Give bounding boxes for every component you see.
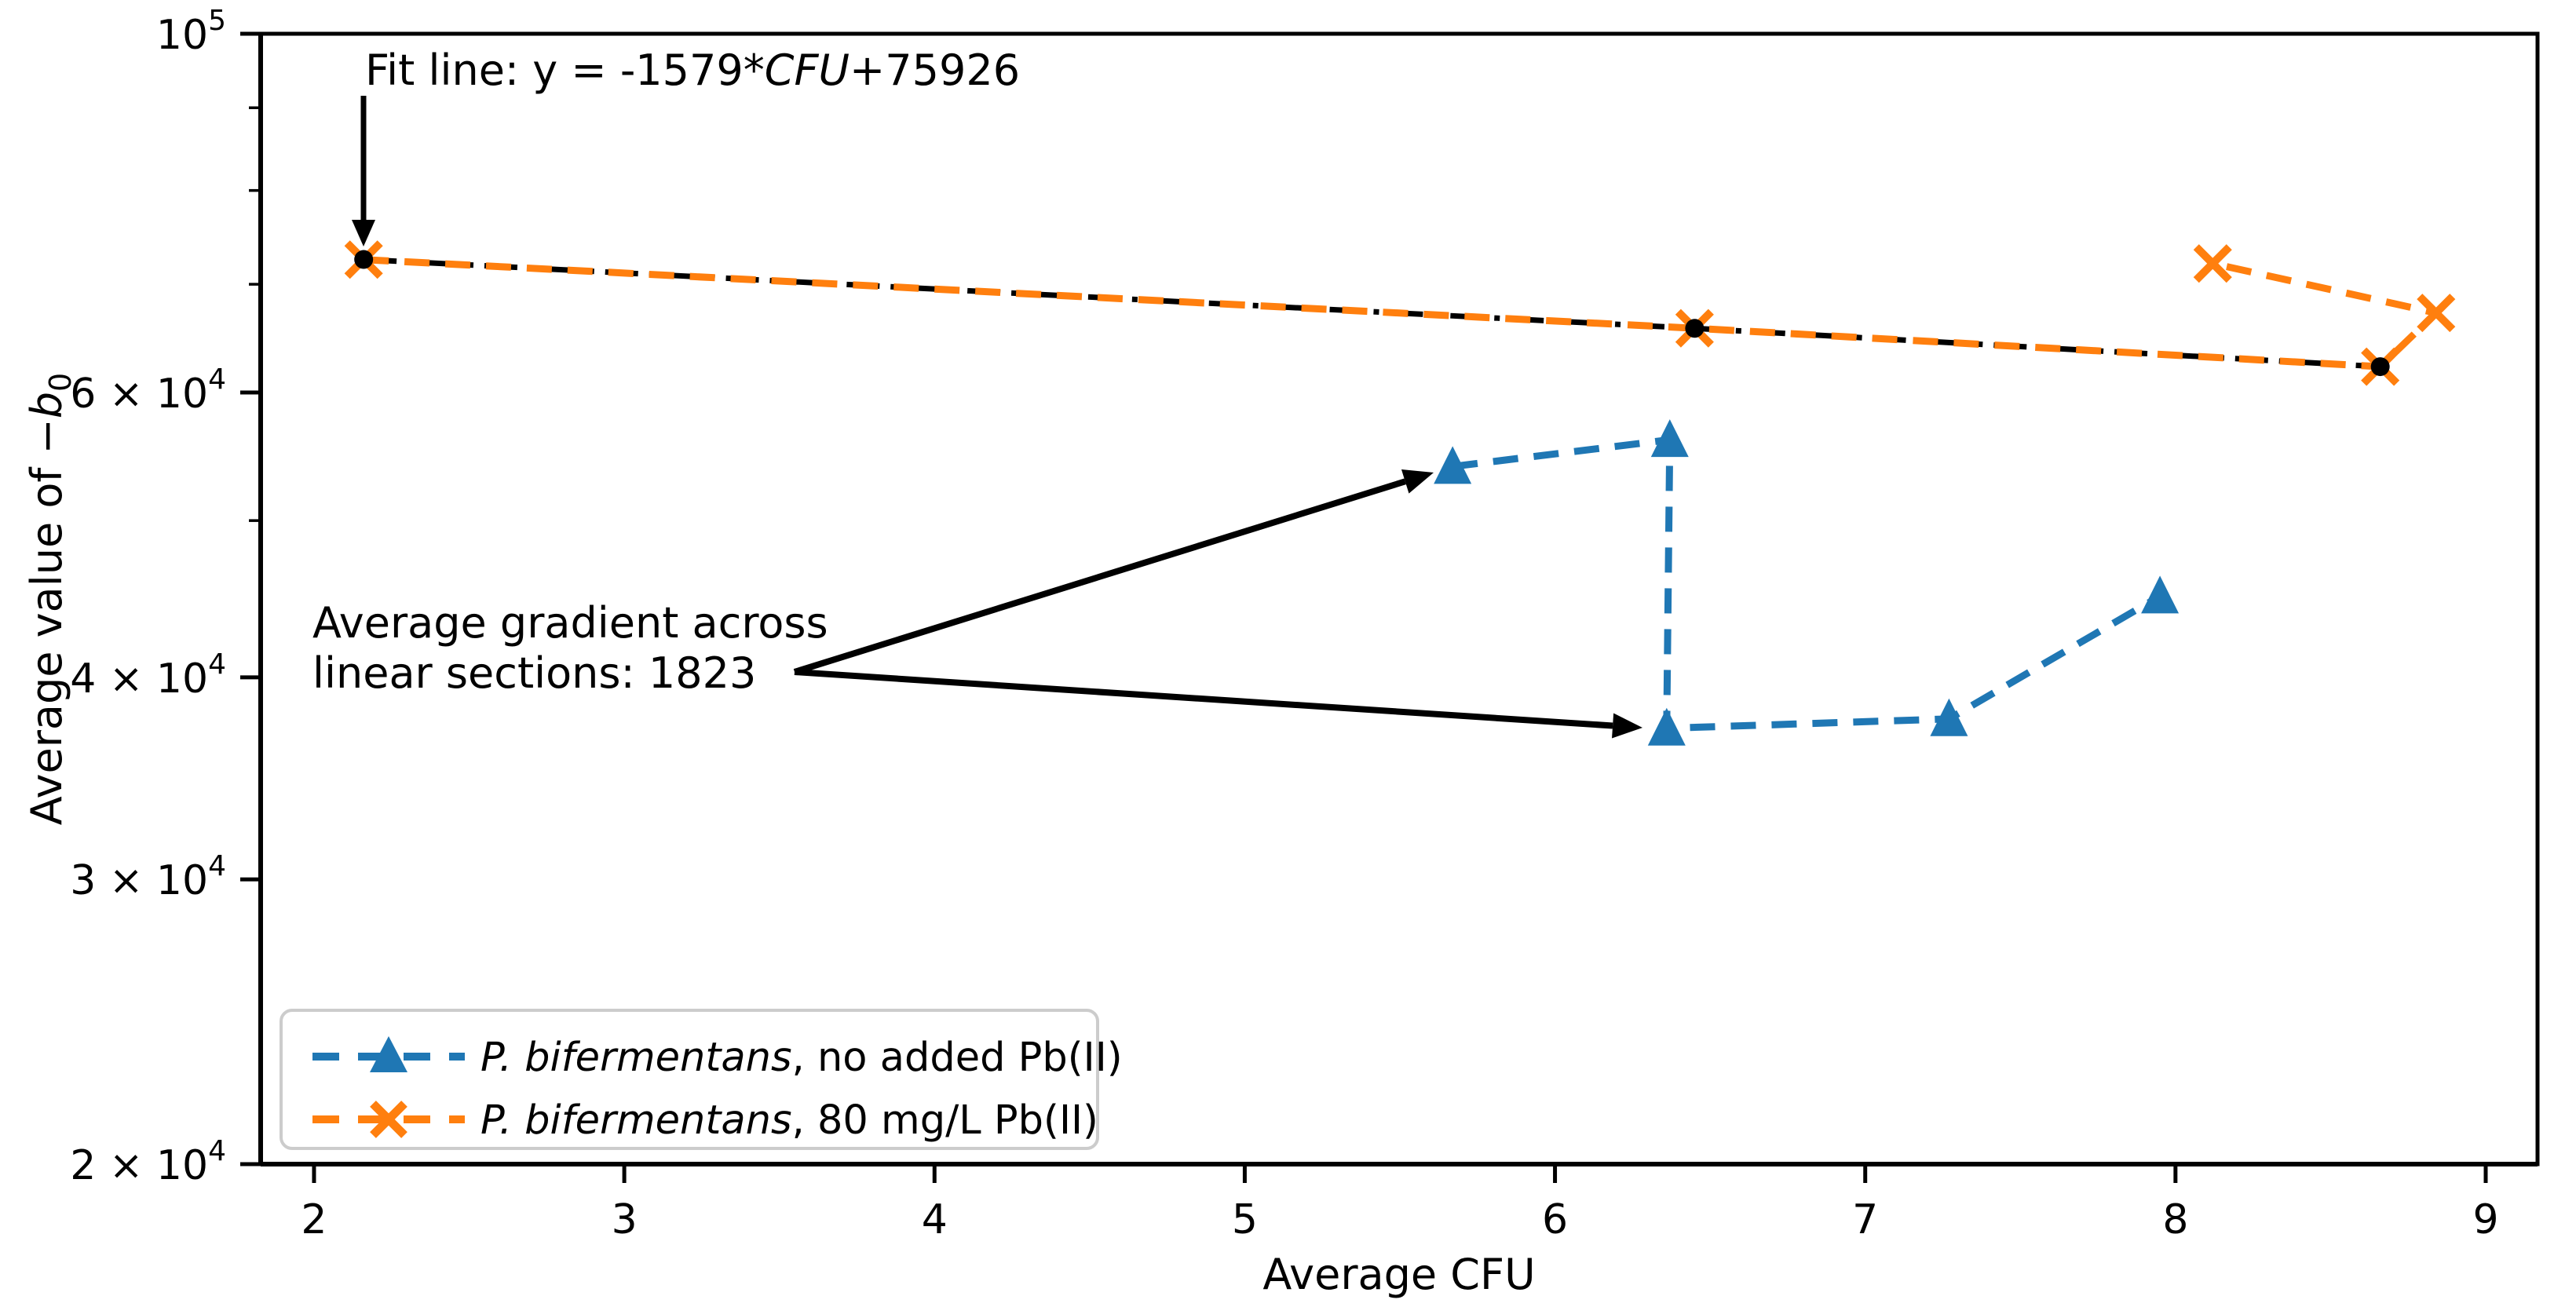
x-tick-label: 5 bbox=[1232, 1196, 1258, 1243]
legend-x-stroke bbox=[370, 1101, 407, 1138]
x-tick-label: 2 bbox=[301, 1196, 327, 1243]
fit-annotation-arrow bbox=[352, 96, 375, 246]
legend-entry-label: P. bifermentans, no added Pb(II) bbox=[480, 1035, 1123, 1081]
gradient-annotation-arrow-shaft bbox=[794, 669, 1613, 729]
gradient-annotation-line1: Average gradient across bbox=[312, 598, 828, 648]
x-tick-label: 4 bbox=[922, 1196, 948, 1243]
fit-annotation-arrow-head bbox=[352, 220, 375, 246]
y-tick-label: 105 bbox=[156, 5, 226, 59]
legend-triangle-marker bbox=[370, 1036, 407, 1072]
gradient-annotation-arrow-head bbox=[1401, 469, 1434, 494]
legend-entry-label: P. bifermentans, 80 mg/L Pb(II) bbox=[480, 1097, 1098, 1144]
x-tick-label: 6 bbox=[1542, 1196, 1568, 1243]
legend-entry: P. bifermentans, no added Pb(II) bbox=[312, 1035, 1123, 1081]
fit-point-marker bbox=[1685, 319, 1705, 338]
triangle-marker bbox=[1650, 419, 1689, 458]
y-tick-label: 3 × 104 bbox=[70, 850, 226, 904]
gradient-annotation-line2: linear sections: 1823 bbox=[312, 648, 756, 698]
triangle-marker bbox=[2141, 575, 2180, 614]
triangle-marker bbox=[1434, 446, 1472, 484]
gradient-annotation-arrow bbox=[793, 469, 1434, 675]
x-tick-label: 7 bbox=[1852, 1196, 1878, 1243]
legend-entry: P. bifermentans, 80 mg/L Pb(II) bbox=[312, 1097, 1098, 1144]
fit-point-marker bbox=[354, 250, 374, 269]
gradient-annotation-arrow bbox=[794, 669, 1642, 739]
gradient-annotation-arrow-shaft bbox=[793, 478, 1406, 675]
triangle-marker bbox=[1647, 707, 1686, 746]
legend-x-marker bbox=[370, 1101, 407, 1138]
fit-annotation-text: Fit line: y = -1579*CFU+75926 bbox=[365, 46, 1020, 95]
x-marker bbox=[2193, 244, 2232, 283]
x-tick-label: 9 bbox=[2472, 1196, 2498, 1243]
triangle-marker bbox=[1930, 698, 1968, 736]
x-tick-label: 3 bbox=[612, 1196, 638, 1243]
x-tick-label: 8 bbox=[2162, 1196, 2188, 1243]
fit-point-marker bbox=[2370, 357, 2390, 377]
y-tick-label: 4 × 104 bbox=[70, 648, 226, 703]
y-tick-label: 2 × 104 bbox=[70, 1135, 226, 1189]
y-axis-label: Average value of −b0 bbox=[22, 373, 78, 826]
gradient-annotation-arrow-head bbox=[1612, 713, 1642, 739]
x-marker-stroke bbox=[2417, 294, 2456, 333]
legend-box bbox=[280, 1009, 1099, 1150]
y-tick-label: 6 × 104 bbox=[70, 363, 226, 418]
x-marker bbox=[2417, 294, 2456, 333]
x-marker-stroke bbox=[2193, 244, 2232, 283]
x-axis-label: Average CFU bbox=[1262, 1250, 1535, 1299]
